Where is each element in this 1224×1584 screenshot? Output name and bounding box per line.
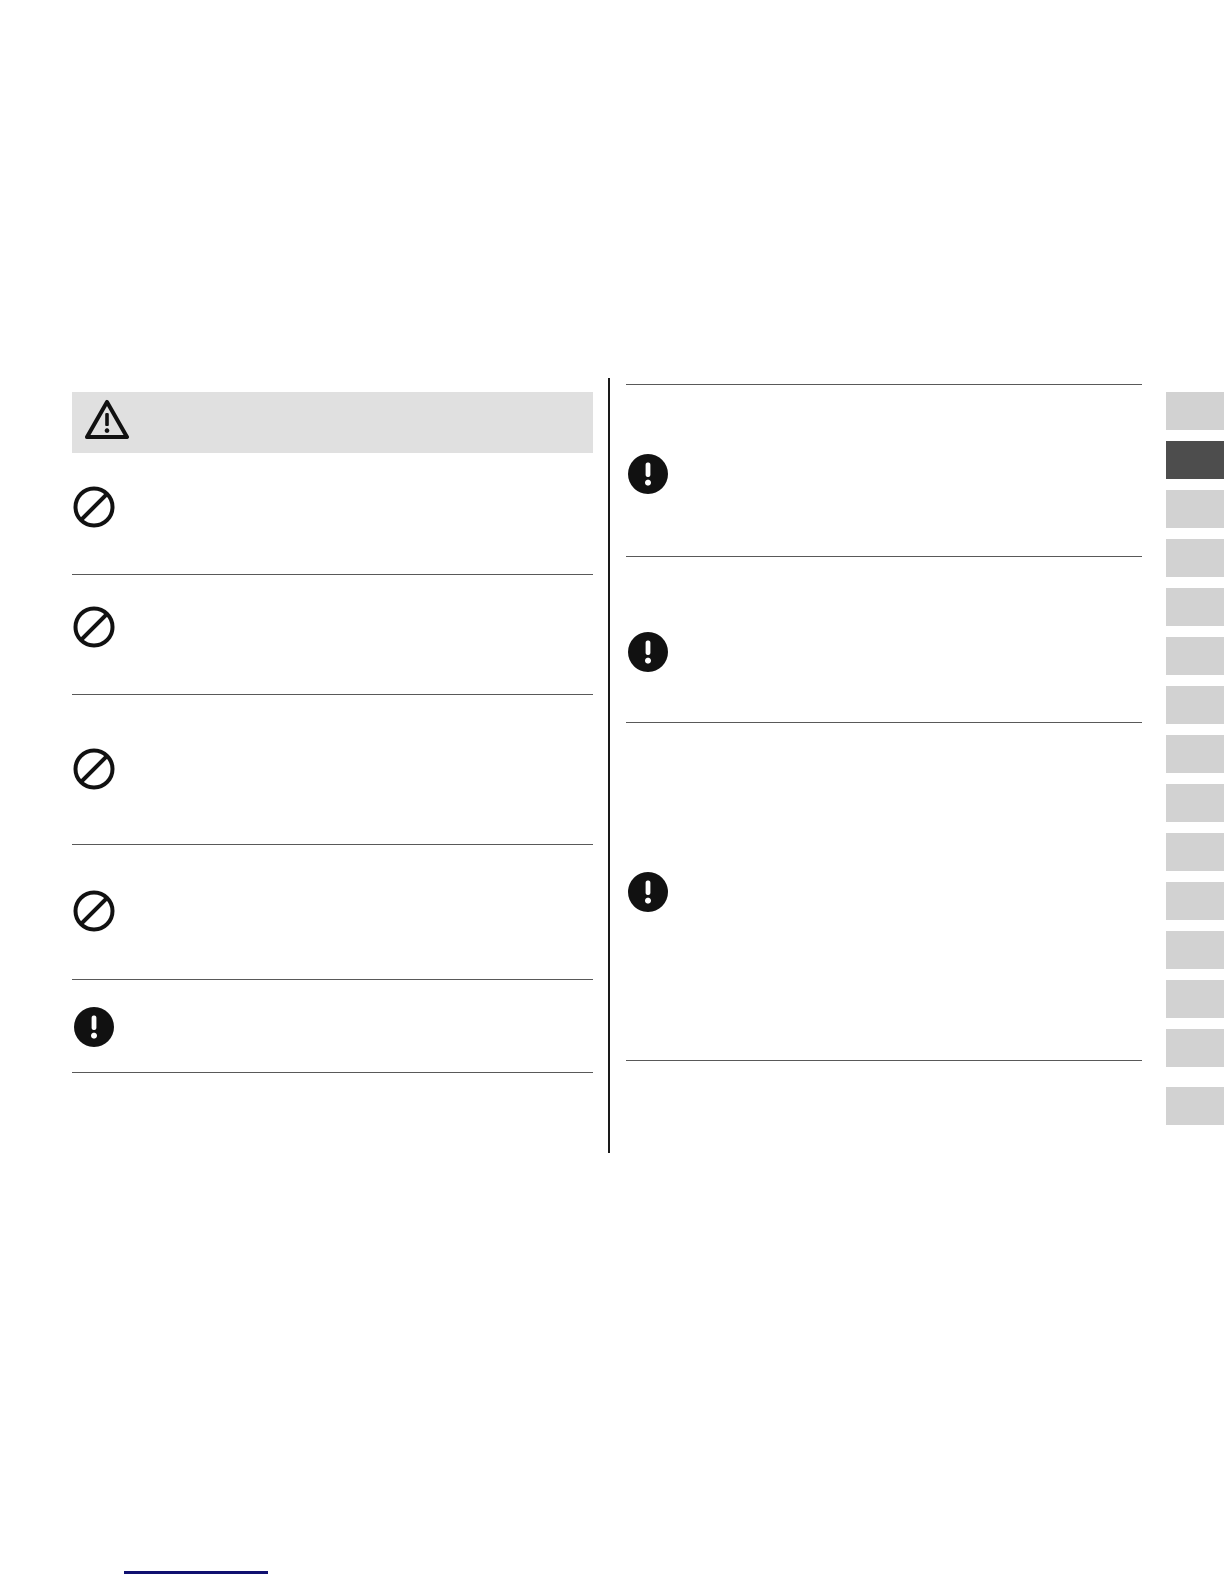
- row-separator: [626, 722, 1142, 723]
- index-tab-9[interactable]: [1166, 784, 1224, 822]
- prohibition-icon: [72, 605, 116, 649]
- row-separator: [626, 1060, 1142, 1061]
- prohibition-icon: [72, 889, 116, 933]
- row-separator: [72, 1072, 593, 1073]
- index-tab-strip: [1166, 392, 1224, 1144]
- index-tab-1[interactable]: [1166, 392, 1224, 430]
- index-tab-7[interactable]: [1166, 686, 1224, 724]
- row-separator: [72, 574, 593, 575]
- left-column: [72, 378, 593, 1153]
- mandatory-action-icon: [626, 452, 670, 496]
- prohibition-icon: [72, 747, 116, 791]
- index-tab-2[interactable]: [1166, 441, 1224, 479]
- column-divider: [608, 378, 610, 1153]
- index-tab-10[interactable]: [1166, 833, 1224, 871]
- index-tab-13[interactable]: [1166, 980, 1224, 1018]
- index-tab-12[interactable]: [1166, 931, 1224, 969]
- row-separator: [626, 556, 1142, 557]
- index-tab-3[interactable]: [1166, 490, 1224, 528]
- mandatory-action-icon: [626, 870, 670, 914]
- mandatory-action-icon: [626, 630, 670, 674]
- row-separator: [72, 694, 593, 695]
- index-tab-6[interactable]: [1166, 637, 1224, 675]
- index-tab-14[interactable]: [1166, 1029, 1224, 1067]
- mandatory-action-icon: [72, 1005, 116, 1049]
- right-column: [626, 378, 1147, 1153]
- index-tab-4[interactable]: [1166, 539, 1224, 577]
- row-separator: [72, 979, 593, 980]
- index-tab-8[interactable]: [1166, 735, 1224, 773]
- safety-notice-content: [72, 378, 1142, 1153]
- index-tab-11[interactable]: [1166, 882, 1224, 920]
- row-separator: [72, 844, 593, 845]
- index-tab-5[interactable]: [1166, 588, 1224, 626]
- footer-rule: [124, 1571, 268, 1574]
- warning-header-band: [72, 392, 593, 453]
- prohibition-icon: [72, 485, 116, 529]
- warning-triangle-icon: [84, 399, 130, 446]
- row-separator: [626, 384, 1142, 385]
- index-tab-15[interactable]: [1166, 1087, 1224, 1125]
